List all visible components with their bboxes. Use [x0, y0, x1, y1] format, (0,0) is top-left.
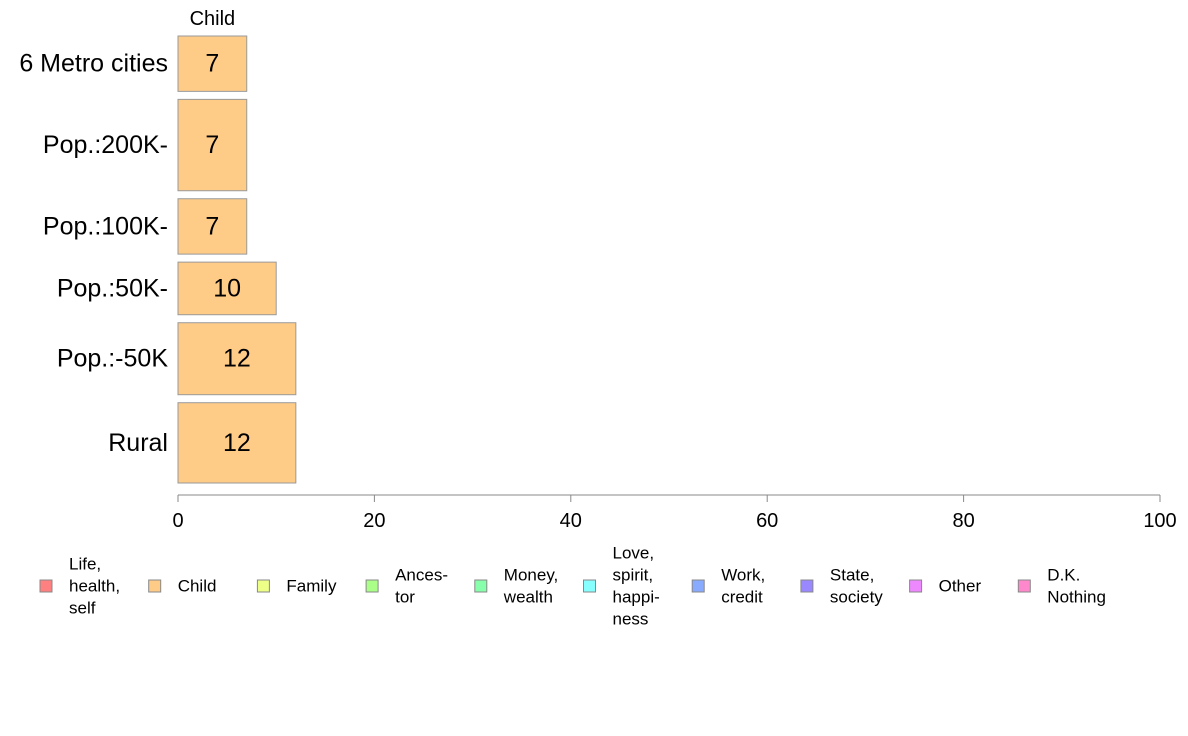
- bar-segment: [177, 402, 297, 484]
- category-label: Rural: [108, 429, 168, 457]
- bar-segment: [177, 98, 248, 192]
- bar-segment: [177, 322, 297, 396]
- category-label: Pop.:100K-: [43, 212, 168, 240]
- legend-label: spirit,: [613, 566, 654, 585]
- legend-label: State,: [830, 566, 874, 585]
- bar-segment: [177, 198, 248, 255]
- bar-value-label: 12: [223, 429, 251, 457]
- x-tick-label: 60: [756, 510, 778, 532]
- category-label: Pop.:50K-: [57, 274, 168, 302]
- x-axis: 0 20 40 60 80 100: [172, 494, 1177, 532]
- legend-item: Other: [909, 577, 982, 596]
- legend-item: Ances-tor: [365, 566, 448, 607]
- legend-label: Work,: [721, 566, 765, 585]
- bar-value-label: 7: [205, 131, 219, 159]
- legend: Life, health, self Child Family Ances-tor Mone…: [39, 544, 1106, 629]
- legend-swatch: [909, 579, 923, 593]
- bar-value-label: 10: [213, 274, 241, 302]
- legend-label: credit: [721, 588, 763, 607]
- legend-swatch: [365, 579, 379, 593]
- legend-item: State, society: [800, 566, 883, 607]
- legend-label: Ances-: [395, 566, 448, 585]
- legend-label: wealth: [503, 588, 553, 607]
- bar-value-label: 12: [223, 345, 251, 373]
- legend-label: D.K.: [1047, 566, 1080, 585]
- legend-swatch: [583, 579, 596, 593]
- bar-value-label: 7: [205, 212, 219, 240]
- legend-item: Child: [148, 577, 217, 596]
- legend-label: Nothing: [1047, 588, 1106, 607]
- legend-label: Life,: [69, 555, 101, 574]
- bar-segment: [177, 35, 248, 92]
- legend-swatch: [800, 579, 814, 593]
- legend-label: Money,: [504, 566, 559, 585]
- category-label: Pop.:-50K: [57, 345, 169, 373]
- x-tick-label: 0: [172, 510, 183, 532]
- legend-swatch: [1017, 579, 1031, 593]
- category-label: 6 Metro cities: [19, 50, 168, 78]
- x-tick-label: 40: [560, 510, 582, 532]
- legend-swatch: [256, 579, 270, 593]
- legend-swatch: [474, 579, 488, 593]
- legend-item: Life, health, self: [39, 555, 120, 618]
- legend-label: happi-: [613, 588, 660, 607]
- legend-item: Love, spirit, happi-ness: [583, 544, 660, 629]
- legend-label: ness: [613, 610, 649, 629]
- legend-item: Family: [256, 577, 337, 596]
- legend-label: Family: [286, 577, 337, 596]
- legend-label: Child: [178, 577, 217, 596]
- legend-item: D.K. Nothing: [1017, 566, 1106, 607]
- legend-label: self: [69, 599, 96, 618]
- bar-value-label: 7: [205, 50, 219, 78]
- legend-item: Money, wealth: [474, 566, 559, 607]
- legend-label: Other: [939, 577, 982, 596]
- legend-label: health,: [69, 577, 120, 596]
- legend-label: tor: [395, 588, 415, 607]
- x-tick-label: 80: [952, 510, 974, 532]
- bars-layer: 6 Metro cities 7 Pop.:200K- 7 Pop.:100K- 7 Pop…: [19, 35, 297, 484]
- bar-segment: [177, 261, 277, 316]
- legend-swatch: [691, 579, 705, 593]
- category-label: Pop.:200K-: [43, 131, 168, 159]
- legend-label: Love,: [613, 544, 655, 563]
- legend-swatch: [148, 579, 162, 593]
- series-title: Child: [190, 8, 236, 30]
- x-tick-label: 100: [1143, 510, 1176, 532]
- legend-item: Work, credit: [691, 566, 765, 607]
- legend-swatch: [39, 579, 53, 593]
- legend-label: society: [830, 588, 883, 607]
- x-tick-label: 20: [363, 510, 385, 532]
